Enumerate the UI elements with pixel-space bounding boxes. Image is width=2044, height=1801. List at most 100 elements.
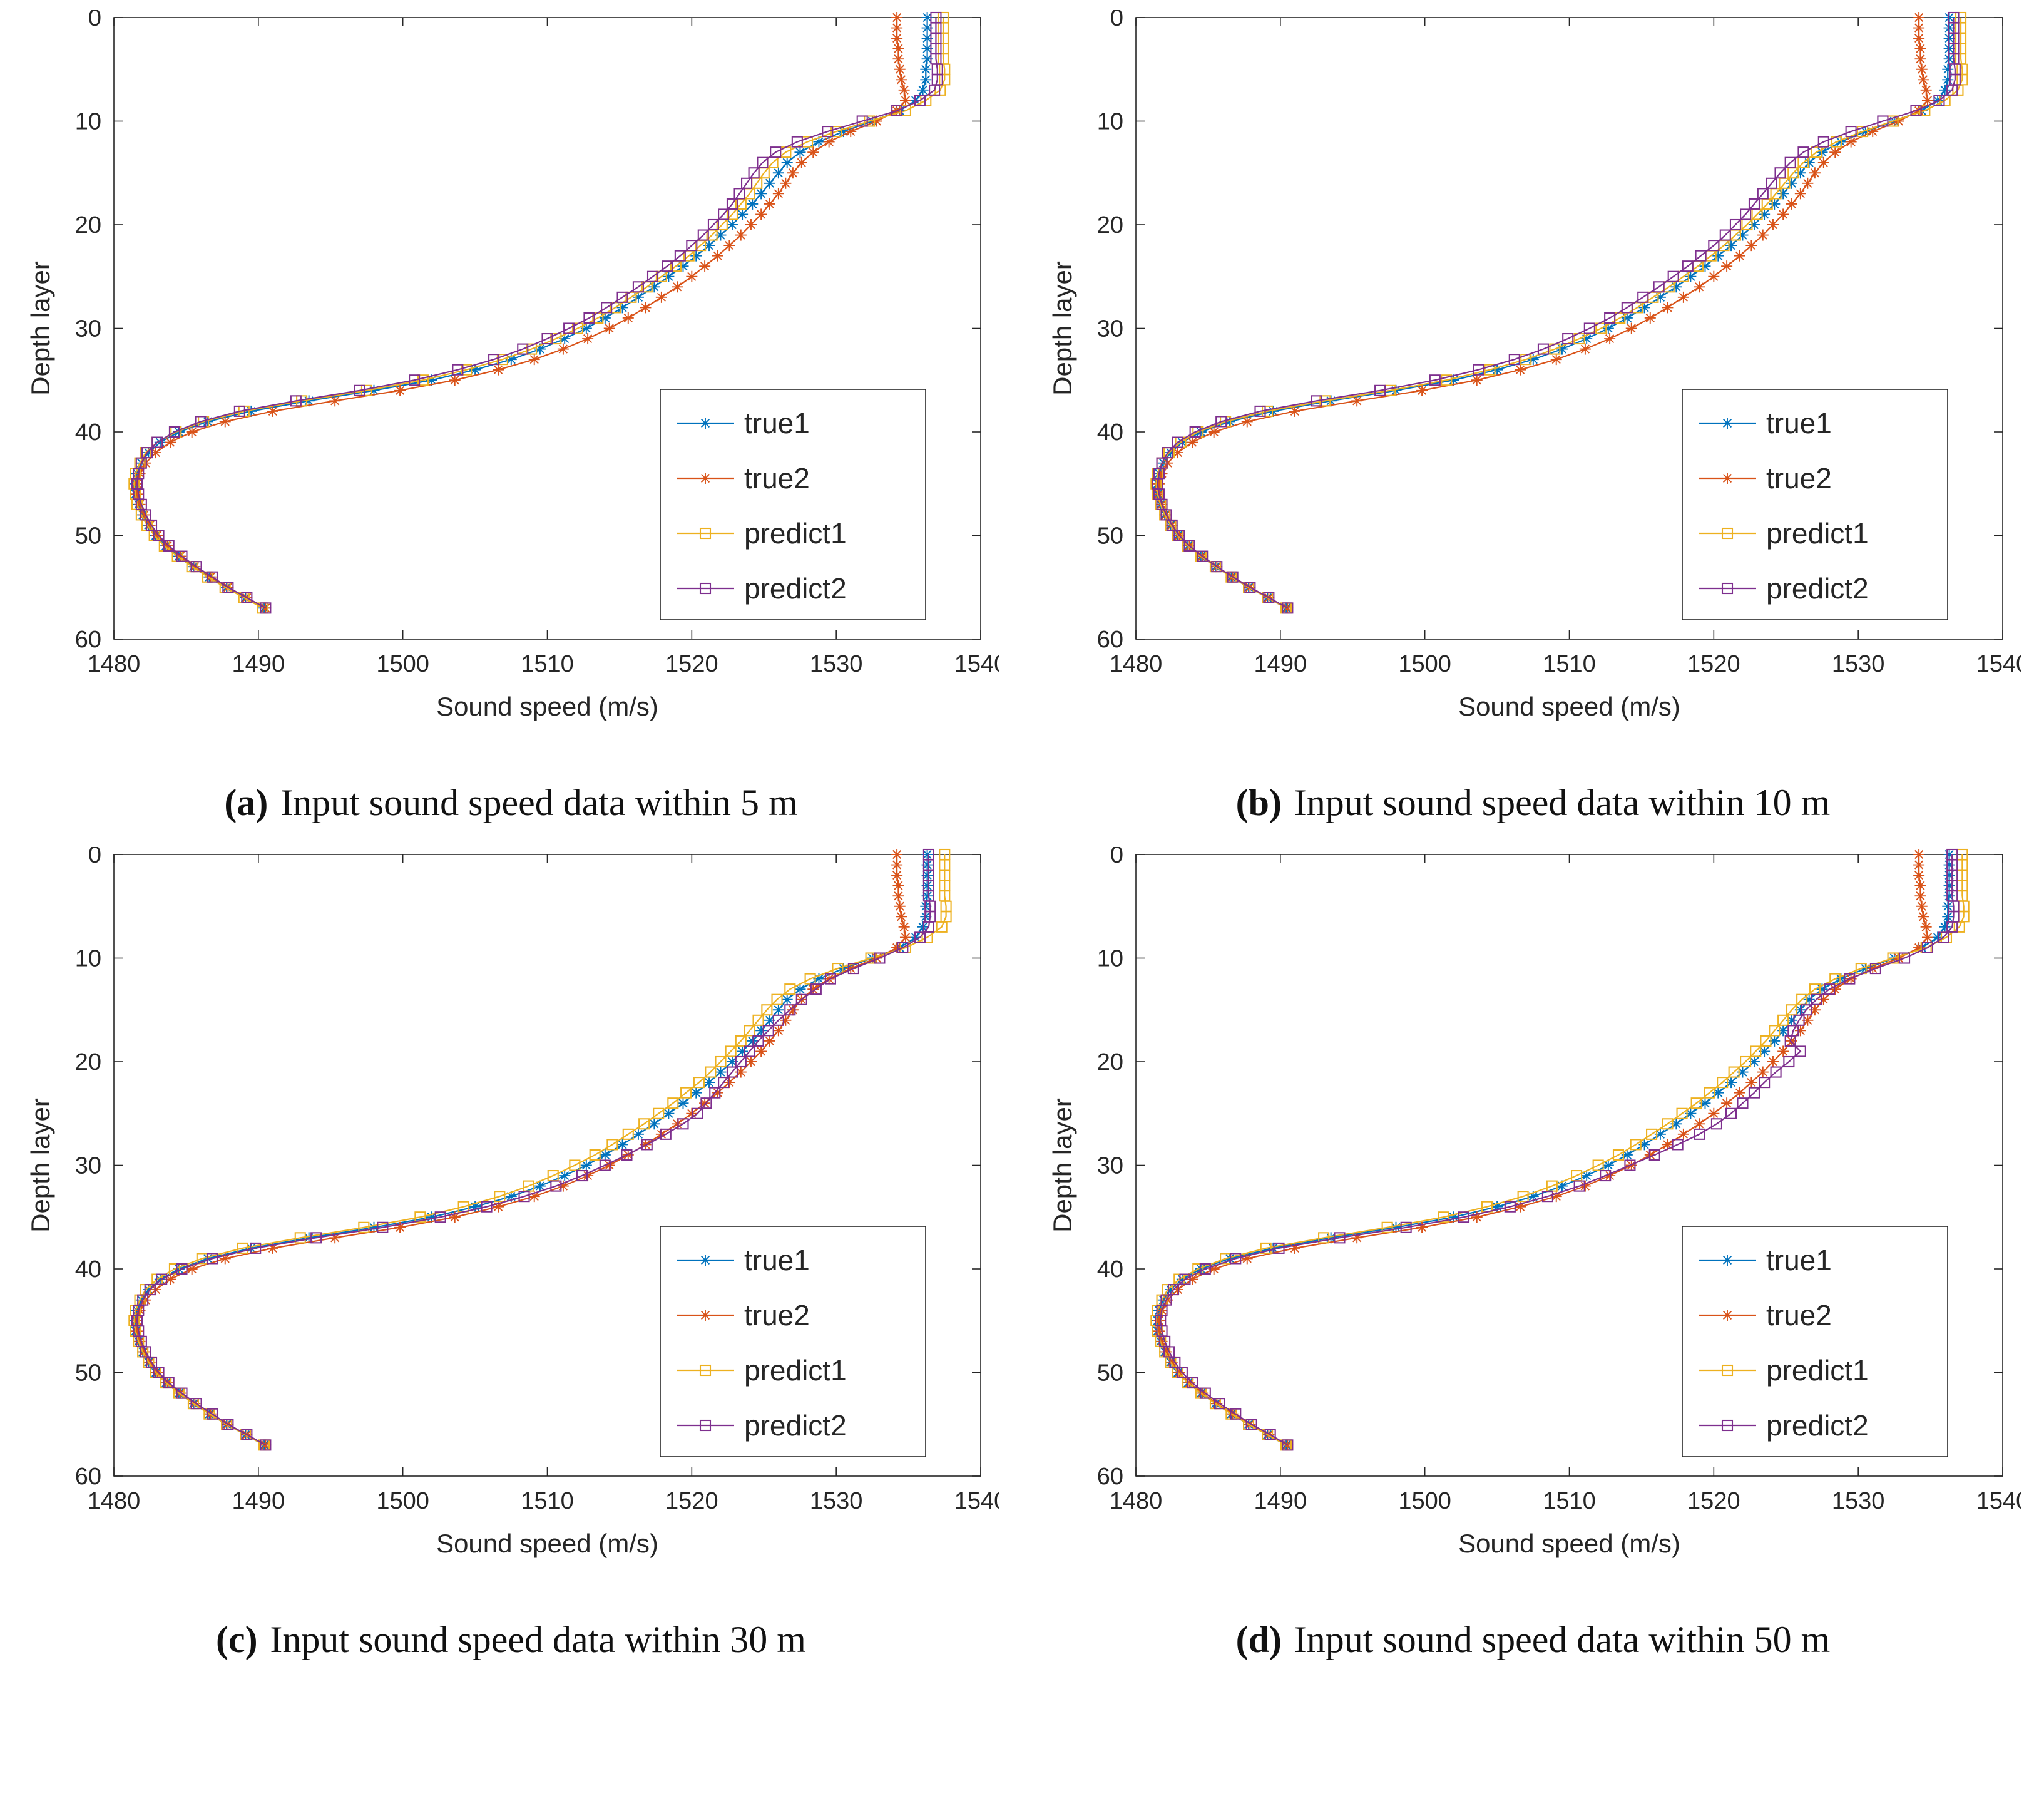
x-tick-label: 1490 [1254,1488,1307,1514]
caption-text: Input sound speed data within 5 m [280,782,798,823]
x-axis-label: Sound speed (m/s) [436,692,658,721]
y-tick-label: 30 [74,316,101,342]
y-tick-label: 0 [88,10,101,31]
legend-label-true2: true2 [744,462,810,495]
x-axis-label: Sound speed (m/s) [1458,692,1680,721]
y-tick-label: 60 [1096,1464,1123,1490]
x-tick-label: 1480 [1109,1488,1162,1514]
y-tick-label: 10 [1096,946,1123,972]
legend-label-predict1: predict1 [744,517,847,550]
x-tick-label: 1480 [87,1488,140,1514]
y-tick-label: 0 [1110,10,1123,31]
x-tick-label: 1480 [87,651,140,677]
caption-a: (a) Input sound speed data within 5 m [224,781,797,824]
y-tick-label: 50 [1096,1360,1123,1387]
legend-box [659,1226,926,1457]
legend-box [1681,1226,1948,1457]
y-tick-label: 20 [74,1049,101,1075]
y-tick-label: 0 [1110,847,1123,868]
y-tick-label: 40 [1096,1256,1123,1283]
x-tick-label: 1530 [1831,651,1884,677]
series-markers-predict2 [131,848,936,1451]
y-tick-label: 0 [88,847,101,868]
legend-label-true2: true2 [744,1299,810,1332]
legend-label-predict1: predict1 [1766,517,1869,550]
x-tick-label: 1530 [809,651,862,677]
legend-label-true2: true2 [1766,1299,1832,1332]
y-tick-label: 60 [74,1464,101,1490]
y-tick-label: 30 [1096,316,1123,342]
y-tick-label: 20 [1096,212,1123,239]
legend-label-predict1: predict1 [1766,1354,1869,1387]
x-tick-label: 1510 [1543,1488,1596,1514]
y-axis-label: Depth layer [1048,1098,1077,1233]
y-tick-label: 50 [74,523,101,550]
y-tick-label: 60 [1096,627,1123,653]
caption-text: Input sound speed data within 10 m [1294,782,1831,823]
series-markers-true2 [131,12,911,614]
y-axis-label: Depth layer [1048,261,1077,396]
legend: true1 true2 predict1 predict2 [659,1226,926,1457]
legend-label-predict2: predict2 [1766,572,1869,605]
y-tick-label: 10 [74,109,101,135]
legend-label-predict2: predict2 [1766,1409,1869,1442]
x-tick-label: 1490 [232,651,285,677]
x-tick-label: 1520 [1687,1488,1740,1514]
y-tick-label: 50 [1096,523,1123,550]
caption-c: (c) Input sound speed data within 30 m [216,1618,806,1661]
y-tick-label: 10 [1096,109,1123,135]
x-tick-label: 1500 [376,1488,429,1514]
legend-label-predict1: predict1 [744,1354,847,1387]
legend-label-true1: true1 [744,1244,810,1276]
legend-label-predict2: predict2 [744,572,847,605]
x-tick-label: 1480 [1109,651,1162,677]
caption-letter: (a) [224,782,268,823]
x-tick-label: 1530 [1831,1488,1884,1514]
y-tick-label: 10 [74,946,101,972]
y-axis-label: Depth layer [26,261,55,396]
x-axis-label: Sound speed (m/s) [1458,1529,1680,1558]
y-tick-label: 30 [74,1153,101,1179]
legend-label-true2: true2 [1766,462,1832,495]
x-tick-label: 1520 [665,651,718,677]
legend: true1 true2 predict1 predict2 [659,389,926,620]
series-markers-predict2 [131,11,943,614]
y-axis-label: Depth layer [26,1098,55,1233]
legend-label-true1: true1 [744,407,810,439]
legend: true1 true2 predict1 predict2 [1681,389,1948,620]
x-tick-label: 1510 [521,1488,574,1514]
x-tick-label: 1520 [1687,651,1740,677]
caption-letter: (c) [216,1619,258,1660]
y-tick-label: 60 [74,627,101,653]
caption-letter: (d) [1235,1619,1282,1660]
series-markers-predict2 [1154,848,1960,1451]
y-tick-label: 50 [74,1360,101,1387]
x-tick-label: 1500 [376,651,429,677]
caption-text: Input sound speed data within 30 m [270,1619,806,1660]
x-tick-label: 1500 [1398,651,1451,677]
caption-d: (d) Input sound speed data within 50 m [1236,1618,1831,1661]
x-tick-label: 1510 [521,651,574,677]
legend-label-predict2: predict2 [744,1409,847,1442]
x-tick-label: 1490 [1254,651,1307,677]
legend-box [1681,389,1948,620]
y-tick-label: 20 [74,212,101,239]
caption-b: (b) Input sound speed data within 10 m [1236,781,1831,824]
legend-label-true1: true1 [1766,407,1832,439]
y-tick-label: 40 [74,1256,101,1283]
legend-label-true1: true1 [1766,1244,1832,1276]
y-tick-label: 20 [1096,1049,1123,1075]
x-tick-label: 1510 [1543,651,1596,677]
caption-text: Input sound speed data within 50 m [1294,1619,1831,1660]
